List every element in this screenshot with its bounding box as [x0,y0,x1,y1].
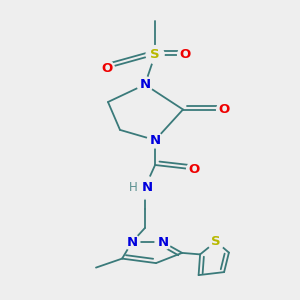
Text: O: O [219,103,230,116]
Circle shape [155,234,171,250]
Circle shape [134,176,156,199]
Text: N: N [126,236,138,249]
Text: H: H [128,181,137,194]
Circle shape [137,77,153,92]
Text: N: N [157,236,169,249]
Text: O: O [180,48,191,61]
Circle shape [217,102,232,117]
Text: O: O [101,61,112,75]
Text: N: N [139,78,151,91]
Text: S: S [211,235,221,248]
Text: N: N [142,181,153,194]
Text: N: N [149,134,161,147]
Circle shape [178,47,193,62]
Circle shape [208,233,224,250]
Circle shape [147,132,163,148]
Circle shape [99,60,114,76]
Circle shape [187,162,202,177]
Circle shape [146,46,164,64]
Text: S: S [150,48,160,61]
Circle shape [124,234,140,250]
Text: O: O [189,163,200,176]
